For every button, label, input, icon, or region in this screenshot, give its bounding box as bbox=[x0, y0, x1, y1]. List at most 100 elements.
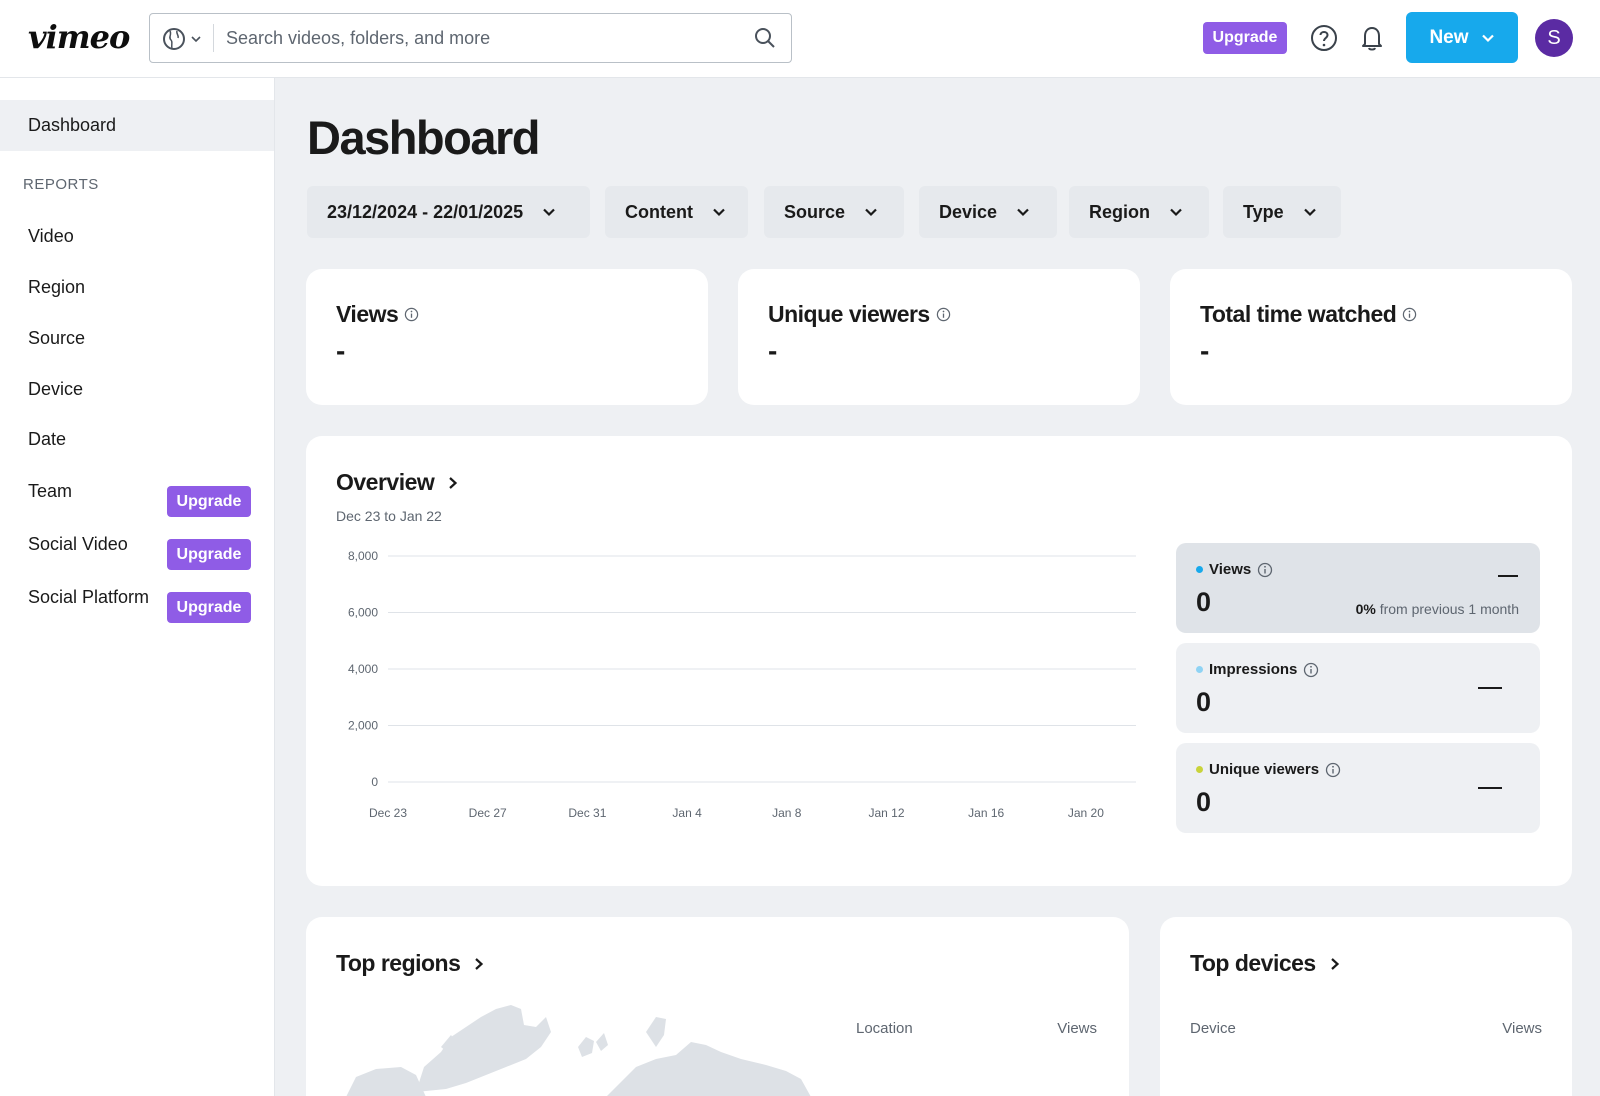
stat-title: Views bbox=[336, 301, 419, 328]
sidebar-item-social-platform[interactable]: Social Platform bbox=[28, 587, 150, 607]
metric-value: 0 bbox=[1196, 587, 1212, 617]
search-scope-dropdown[interactable] bbox=[162, 26, 212, 52]
metric-value: 0 bbox=[1196, 687, 1212, 717]
sidebar-item-video[interactable]: Video bbox=[28, 226, 74, 246]
date-range-filter[interactable]: 23/12/2024 - 22/01/2025 bbox=[307, 186, 590, 238]
sidebar-item-team[interactable]: Team bbox=[28, 481, 73, 501]
filter-label: Content bbox=[625, 201, 693, 222]
globe-icon bbox=[163, 28, 185, 50]
stat-title: Total time watched bbox=[1200, 301, 1417, 328]
search-input[interactable] bbox=[226, 22, 726, 54]
stat-title-text: Total time watched bbox=[1200, 301, 1397, 327]
sidebar-item-region[interactable]: Region bbox=[28, 277, 86, 297]
new-button[interactable]: New bbox=[1406, 12, 1518, 63]
region-filter[interactable]: Region bbox=[1069, 186, 1209, 238]
team-upgrade-badge[interactable]: Upgrade bbox=[167, 486, 251, 517]
metric-label-text: Impressions bbox=[1209, 661, 1298, 678]
sidebar-item-device[interactable]: Device bbox=[28, 379, 84, 399]
device-filter[interactable]: Device bbox=[919, 186, 1057, 238]
info-icon[interactable] bbox=[1325, 762, 1341, 778]
info-icon[interactable] bbox=[404, 307, 419, 322]
type-filter[interactable]: Type bbox=[1223, 186, 1341, 238]
location-column-header: Location bbox=[856, 1020, 913, 1037]
impressions-series-dot bbox=[1196, 666, 1203, 673]
y-tick-label: 6,000 bbox=[348, 606, 378, 620]
top-bar: vimeo Upgrade New bbox=[0, 0, 1600, 78]
info-icon[interactable] bbox=[1257, 562, 1273, 578]
stat-value: - bbox=[768, 335, 778, 366]
y-tick-label: 0 bbox=[371, 775, 378, 789]
overview-title: Overview bbox=[336, 469, 435, 495]
views-metric-panel[interactable]: Views 0 0% from previous 1 month bbox=[1176, 543, 1540, 633]
chevron-down-icon bbox=[1170, 208, 1182, 217]
filter-label: Region bbox=[1089, 201, 1150, 222]
sidebar-item-label: Dashboard bbox=[28, 115, 117, 135]
metric-change: 0% from previous 1 month bbox=[1356, 601, 1519, 617]
filter-label: Device bbox=[939, 201, 998, 222]
help-icon[interactable] bbox=[1310, 24, 1338, 52]
sidebar-item-dashboard[interactable]: Dashboard bbox=[0, 100, 274, 151]
vimeo-logo[interactable]: vimeo bbox=[28, 18, 130, 56]
filter-label: Type bbox=[1243, 201, 1284, 222]
top-regions-title-link[interactable]: Top regions bbox=[336, 950, 486, 977]
chevron-right-icon bbox=[449, 476, 458, 489]
social-video-upgrade-badge[interactable]: Upgrade bbox=[167, 539, 251, 570]
trend-dash-icon bbox=[1478, 787, 1502, 789]
overview-chart: 8,000 6,000 4,000 2,000 0 Dec 23 Dec 27 Dec 31 J… bbox=[348, 549, 1136, 820]
search-divider bbox=[213, 24, 214, 52]
chevron-right-icon bbox=[1330, 957, 1339, 970]
change-percent: 0% bbox=[1355, 601, 1376, 617]
metric-value: 0 bbox=[1196, 787, 1212, 817]
views-column-header: Views bbox=[1057, 1020, 1097, 1037]
notifications-bell-icon[interactable] bbox=[1358, 24, 1386, 52]
unique-viewers-stat-card: Unique viewers - bbox=[738, 269, 1140, 405]
trend-dash-icon bbox=[1478, 687, 1502, 689]
change-text: from previous 1 month bbox=[1379, 601, 1519, 617]
page-title: Dashboard bbox=[307, 111, 541, 164]
overview-title-link[interactable]: Overview bbox=[336, 469, 460, 496]
chevron-down-icon bbox=[1481, 34, 1494, 42]
y-tick-label: 2,000 bbox=[348, 719, 378, 733]
chevron-down-icon bbox=[543, 208, 555, 217]
chevron-right-icon bbox=[475, 957, 484, 970]
metric-label: Unique viewers bbox=[1196, 761, 1341, 778]
top-devices-title: Top devices bbox=[1190, 950, 1316, 976]
info-icon[interactable] bbox=[1402, 307, 1417, 322]
x-tick-label: Dec 31 bbox=[568, 806, 606, 820]
unique-viewers-metric-panel[interactable]: Unique viewers 0 bbox=[1176, 743, 1540, 833]
views-series-dot bbox=[1196, 566, 1203, 573]
user-avatar[interactable]: S bbox=[1535, 19, 1573, 57]
sidebar-item-social-video[interactable]: Social Video bbox=[28, 534, 128, 554]
total-time-watched-stat-card: Total time watched - bbox=[1170, 269, 1572, 405]
content-filter[interactable]: Content bbox=[605, 186, 748, 238]
y-tick-label: 4,000 bbox=[348, 662, 378, 676]
chevron-down-icon bbox=[1303, 208, 1316, 217]
unique-viewers-series-dot bbox=[1196, 766, 1203, 773]
sidebar: Dashboard REPORTS Video Region Source De… bbox=[0, 78, 275, 1096]
x-tick-label: Jan 12 bbox=[868, 806, 904, 820]
stat-title-text: Views bbox=[336, 301, 399, 327]
search-icon[interactable] bbox=[753, 26, 777, 50]
info-icon[interactable] bbox=[936, 307, 951, 322]
metric-label: Impressions bbox=[1196, 661, 1319, 678]
social-platform-upgrade-badge[interactable]: Upgrade bbox=[167, 592, 251, 623]
top-regions-title: Top regions bbox=[336, 950, 461, 976]
x-tick-label: Jan 16 bbox=[968, 806, 1004, 820]
device-column-header: Device bbox=[1190, 1020, 1236, 1037]
world-map-graphic bbox=[346, 1005, 811, 1096]
chevron-down-icon bbox=[1017, 208, 1029, 217]
views-stat-card: Views - bbox=[306, 269, 708, 405]
top-devices-title-link[interactable]: Top devices bbox=[1190, 950, 1342, 977]
sidebar-item-date[interactable]: Date bbox=[28, 429, 67, 449]
filter-label: 23/12/2024 - 22/01/2025 bbox=[327, 201, 524, 222]
search-bar bbox=[149, 13, 792, 63]
source-filter[interactable]: Source bbox=[764, 186, 904, 238]
chevron-down-icon bbox=[191, 36, 201, 43]
upgrade-button[interactable]: Upgrade bbox=[1203, 22, 1287, 54]
info-icon[interactable] bbox=[1303, 662, 1319, 678]
x-tick-label: Jan 20 bbox=[1068, 806, 1104, 820]
sidebar-item-source[interactable]: Source bbox=[28, 328, 86, 348]
y-tick-label: 8,000 bbox=[348, 549, 378, 563]
impressions-metric-panel[interactable]: Impressions 0 bbox=[1176, 643, 1540, 733]
metric-label: Views bbox=[1196, 561, 1273, 578]
